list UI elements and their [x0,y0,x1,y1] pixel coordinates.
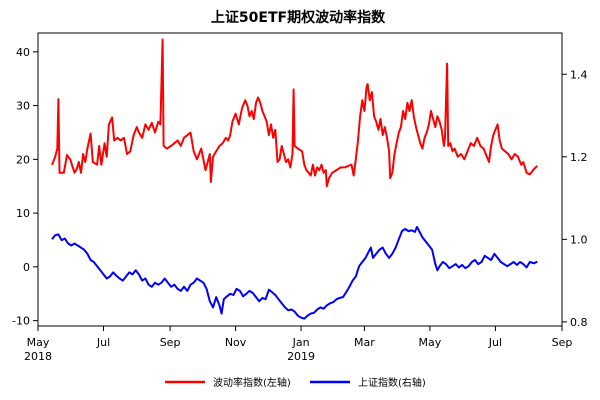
series-line-1 [51,226,538,320]
y-left-tick-label: 0 [23,261,30,274]
series-layer [51,38,539,320]
x-tick-label: Nov [225,336,247,349]
y-right-tick-label: 1.0 [570,233,588,246]
y-left-tick-label: 20 [16,153,30,166]
y-left-tick-label: -10 [12,315,30,328]
x-tick-label: Jul [96,336,110,349]
x-tick-label: May [27,336,50,349]
legend-label-0: 波动率指数(左轴) [213,376,291,389]
x-tick-year-label: 2019 [287,350,315,363]
plot-frame [37,32,563,327]
y-right-tick-label: 1.4 [570,68,588,81]
chart-title: 上证50ETF期权波动率指数 [211,9,386,26]
y-left-tick-label: 30 [16,100,30,113]
legend: 波动率指数(左轴) 上证指数(右轴) [165,376,426,389]
x-tick-label: Sep [552,336,573,349]
x-tick-label: Sep [160,336,181,349]
x-tick-label: May [419,336,442,349]
y-right-tick-label: 1.2 [570,151,588,164]
y-left-tick-label: 40 [16,46,30,59]
y-left-tick-label: 10 [16,207,30,220]
series-line-0 [51,38,539,188]
x-tick-year-label: 2018 [24,350,52,363]
x-tick-label: Jul [488,336,502,349]
x-tick-label: Jan [292,336,310,349]
legend-label-1: 上证指数(右轴) [358,376,426,389]
x-tick-label: Mar [354,336,375,349]
y-right-tick-label: 0.8 [570,316,588,329]
